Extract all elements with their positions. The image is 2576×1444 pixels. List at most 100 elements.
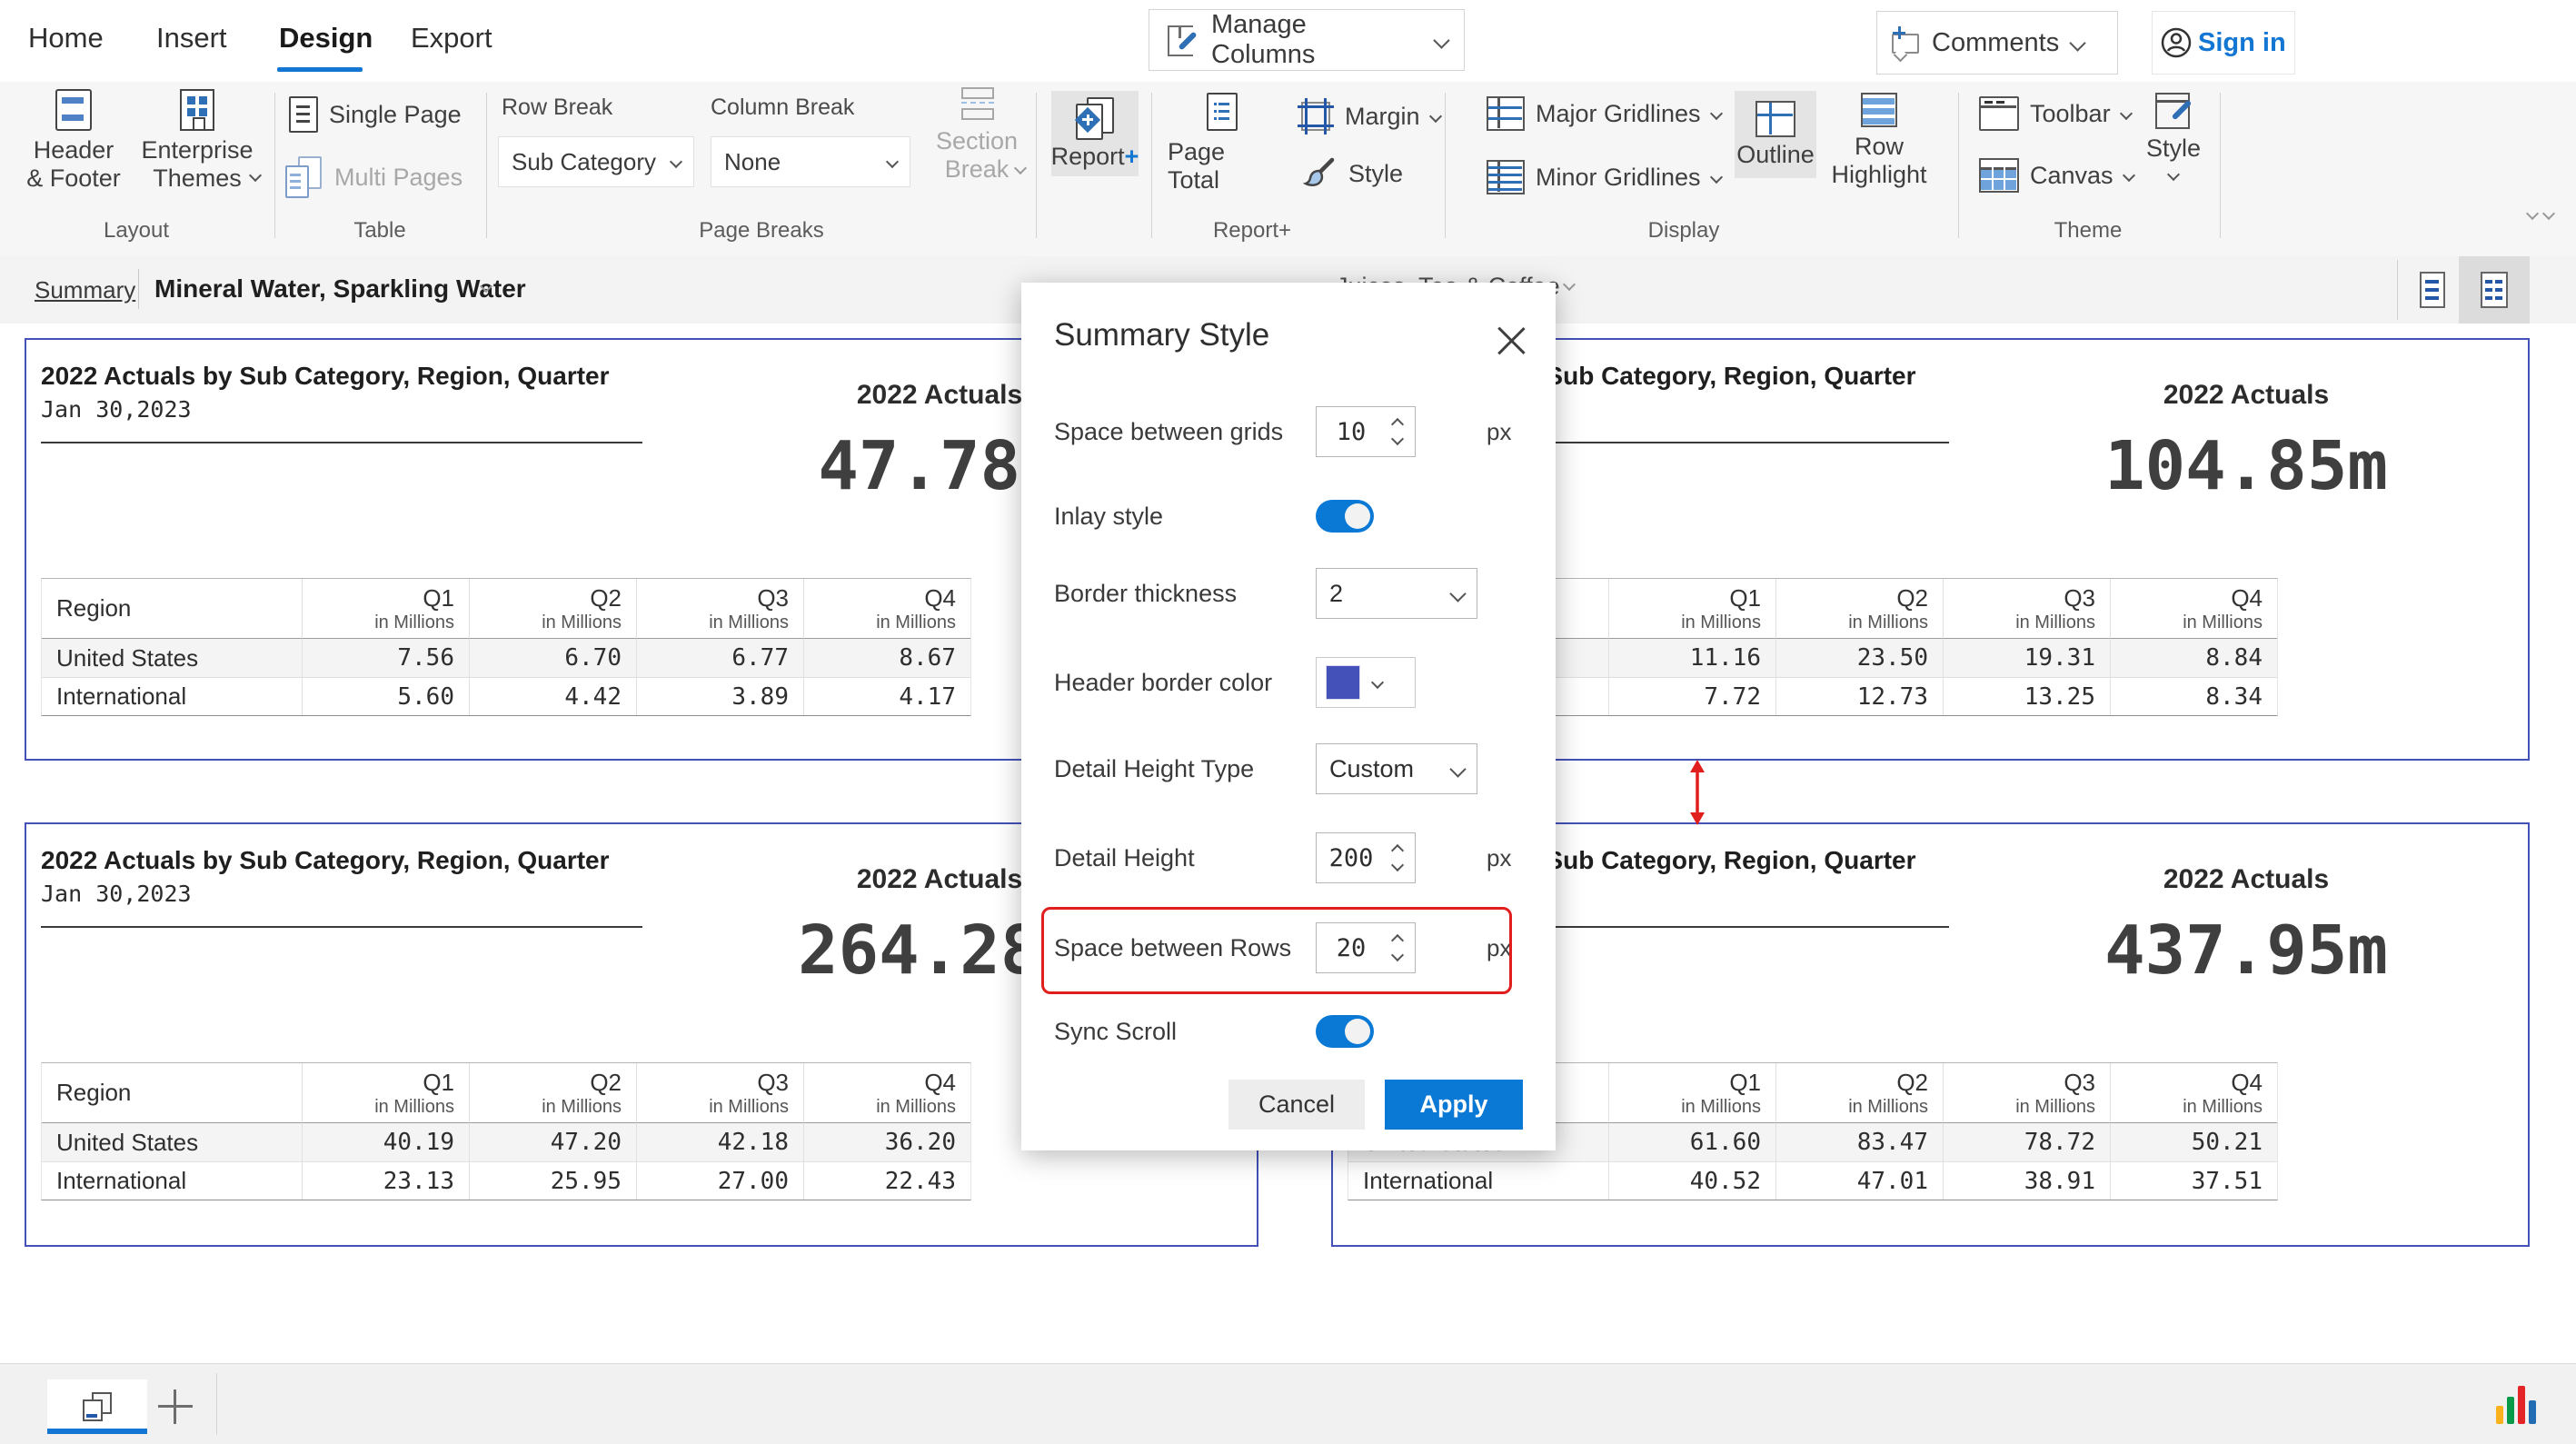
- manage-columns-button[interactable]: Manage Columns: [1149, 9, 1465, 71]
- border-thickness-dropdown[interactable]: 2: [1316, 568, 1477, 619]
- table-cell: International: [42, 1161, 302, 1200]
- border-thickness-label: Border thickness: [1054, 579, 1238, 607]
- comments-label: Comments: [1932, 27, 2060, 57]
- outline-button[interactable]: Outline: [1735, 91, 1816, 178]
- page-total-icon: [1207, 93, 1238, 131]
- chevron-down-icon: [1709, 170, 1723, 184]
- table-cell: 27.00: [636, 1161, 803, 1200]
- enterprise-themes-icon: [180, 89, 214, 131]
- group-label-theme: Theme: [2054, 218, 2123, 243]
- summary-style-dialog: Summary Style Space between grids 10 px …: [1021, 283, 1556, 1150]
- active-sheet-tab[interactable]: Mineral Water, Sparkling Water: [154, 274, 526, 303]
- table-cell: 6.77: [636, 639, 803, 677]
- space-between-rows-stepper[interactable]: 20: [1316, 922, 1416, 973]
- add-page-button[interactable]: [154, 1386, 196, 1428]
- cancel-button[interactable]: Cancel: [1228, 1080, 1365, 1130]
- menu-tab-export[interactable]: Export: [411, 22, 492, 54]
- footer-bar: [0, 1363, 2576, 1444]
- stepper-down-icon[interactable]: [1390, 432, 1405, 446]
- chevron-down-icon: [248, 168, 263, 183]
- table-cell: 23.50: [1775, 639, 1943, 677]
- card-title: 2022 Actuals by Sub Category, Region, Qu…: [41, 846, 610, 874]
- column-header-region: Region: [42, 579, 302, 639]
- stepper-down-icon[interactable]: [1390, 858, 1405, 872]
- table-cell: International: [42, 677, 302, 715]
- row-break-label: Row Break: [502, 95, 613, 120]
- stepper-up-icon[interactable]: [1390, 417, 1405, 432]
- two-column-view-button[interactable]: [2459, 256, 2530, 324]
- active-page-indicator: [47, 1429, 147, 1434]
- card-metric-label: 2022 Actuals: [2163, 864, 2330, 894]
- summary-link[interactable]: Summary: [35, 276, 136, 304]
- collapse-ribbon-button[interactable]: [2525, 206, 2556, 226]
- report-plus-button[interactable]: Report+: [1051, 91, 1139, 176]
- space-between-rows-highlight: [1041, 907, 1512, 994]
- menu-tab-insert[interactable]: Insert: [156, 22, 227, 54]
- brush-icon: [1302, 157, 1335, 186]
- single-column-view-button[interactable]: [2406, 256, 2459, 324]
- column-header-q2: Q2 in Millions: [1775, 1063, 1943, 1123]
- menu-tab-design[interactable]: Design: [279, 22, 373, 54]
- apply-button[interactable]: Apply: [1385, 1080, 1523, 1130]
- sync-scroll-row: Sync Scroll: [1054, 1005, 1523, 1058]
- theme-toolbar-button[interactable]: Toolbar: [1979, 96, 2133, 131]
- chevron-down-icon[interactable]: [1562, 277, 1576, 292]
- theme-style-button[interactable]: Style: [2137, 91, 2210, 182]
- section-break-icon: [959, 87, 995, 120]
- theme-canvas-button[interactable]: Canvas: [1979, 158, 2135, 193]
- row-highlight-button[interactable]: Row Highlight: [1831, 93, 1927, 189]
- chevron-down-icon: [1449, 760, 1467, 778]
- sync-scroll-toggle[interactable]: [1316, 1015, 1374, 1048]
- table-cell: International: [1348, 1161, 1608, 1200]
- detail-height-type-dropdown[interactable]: Custom: [1316, 743, 1477, 794]
- sign-in-button[interactable]: Sign in: [2152, 11, 2295, 75]
- table-cell: 38.91: [1943, 1161, 2110, 1200]
- detail-height-stepper[interactable]: 200: [1316, 832, 1416, 883]
- row-break-dropdown[interactable]: Sub Category: [498, 136, 694, 187]
- group-divider: [1151, 93, 1152, 238]
- column-break-value: None: [724, 147, 781, 175]
- single-page-button[interactable]: Single Page: [289, 96, 462, 133]
- inlay-style-toggle[interactable]: [1316, 500, 1374, 533]
- header-border-color-picker[interactable]: [1316, 657, 1416, 708]
- table-cell: 12.73: [1775, 677, 1943, 715]
- card-divider-line: [1348, 926, 1949, 928]
- analytics-logo: [2496, 1384, 2538, 1424]
- close-icon[interactable]: [1497, 323, 1525, 350]
- table-cell: 22.43: [803, 1161, 970, 1200]
- stepper-up-icon[interactable]: [1390, 843, 1405, 858]
- enterprise-themes-button[interactable]: Enterprise Themes: [129, 89, 265, 193]
- table-cell: 23.13: [302, 1161, 469, 1200]
- card-divider-line: [41, 442, 642, 443]
- section-break-button[interactable]: Section Break: [927, 87, 1028, 184]
- minor-gridlines-button[interactable]: Minor Gridlines: [1487, 160, 1723, 194]
- summary-card-bottom-right: 2022 Actuals by Sub Category, Region, Qu…: [1331, 822, 2530, 1247]
- menu-tab-home[interactable]: Home: [28, 22, 104, 54]
- report-style-button[interactable]: Style: [1299, 154, 1403, 193]
- page-tab-active[interactable]: [47, 1379, 147, 1434]
- list-view-icon: [2420, 272, 2445, 308]
- manage-columns-label: Manage Columns: [1211, 10, 1316, 69]
- pages-icon: [83, 1392, 112, 1421]
- group-divider: [2220, 93, 2221, 238]
- column-break-dropdown[interactable]: None: [711, 136, 910, 187]
- inlay-style-label: Inlay style: [1054, 502, 1164, 530]
- column-header-q1: Q1 in Millions: [1608, 1063, 1775, 1123]
- card-date: Jan 30,2023: [41, 881, 192, 907]
- multi-pages-button[interactable]: Multi Pages: [285, 156, 462, 198]
- table-cell: 13.25: [1943, 677, 2110, 715]
- space-between-grids-row: Space between grids 10 px: [1054, 405, 1523, 458]
- chevron-down-icon: [1449, 584, 1467, 602]
- outline-icon: [1755, 100, 1795, 137]
- comments-button[interactable]: Comments: [1876, 11, 2118, 75]
- manage-columns-icon: [1166, 24, 1198, 56]
- table-cell: 25.95: [469, 1161, 636, 1200]
- margin-button[interactable]: Margin: [1298, 98, 1442, 134]
- header-footer-button[interactable]: Header & Footer: [24, 89, 124, 193]
- space-between-grids-stepper[interactable]: 10: [1316, 406, 1416, 457]
- major-gridlines-button[interactable]: Major Gridlines: [1487, 96, 1723, 131]
- page-total-button[interactable]: Page Total: [1168, 93, 1277, 194]
- column-header-q1: Q1 in Millions: [1608, 579, 1775, 639]
- card-date: Jan 30,2023: [41, 396, 192, 423]
